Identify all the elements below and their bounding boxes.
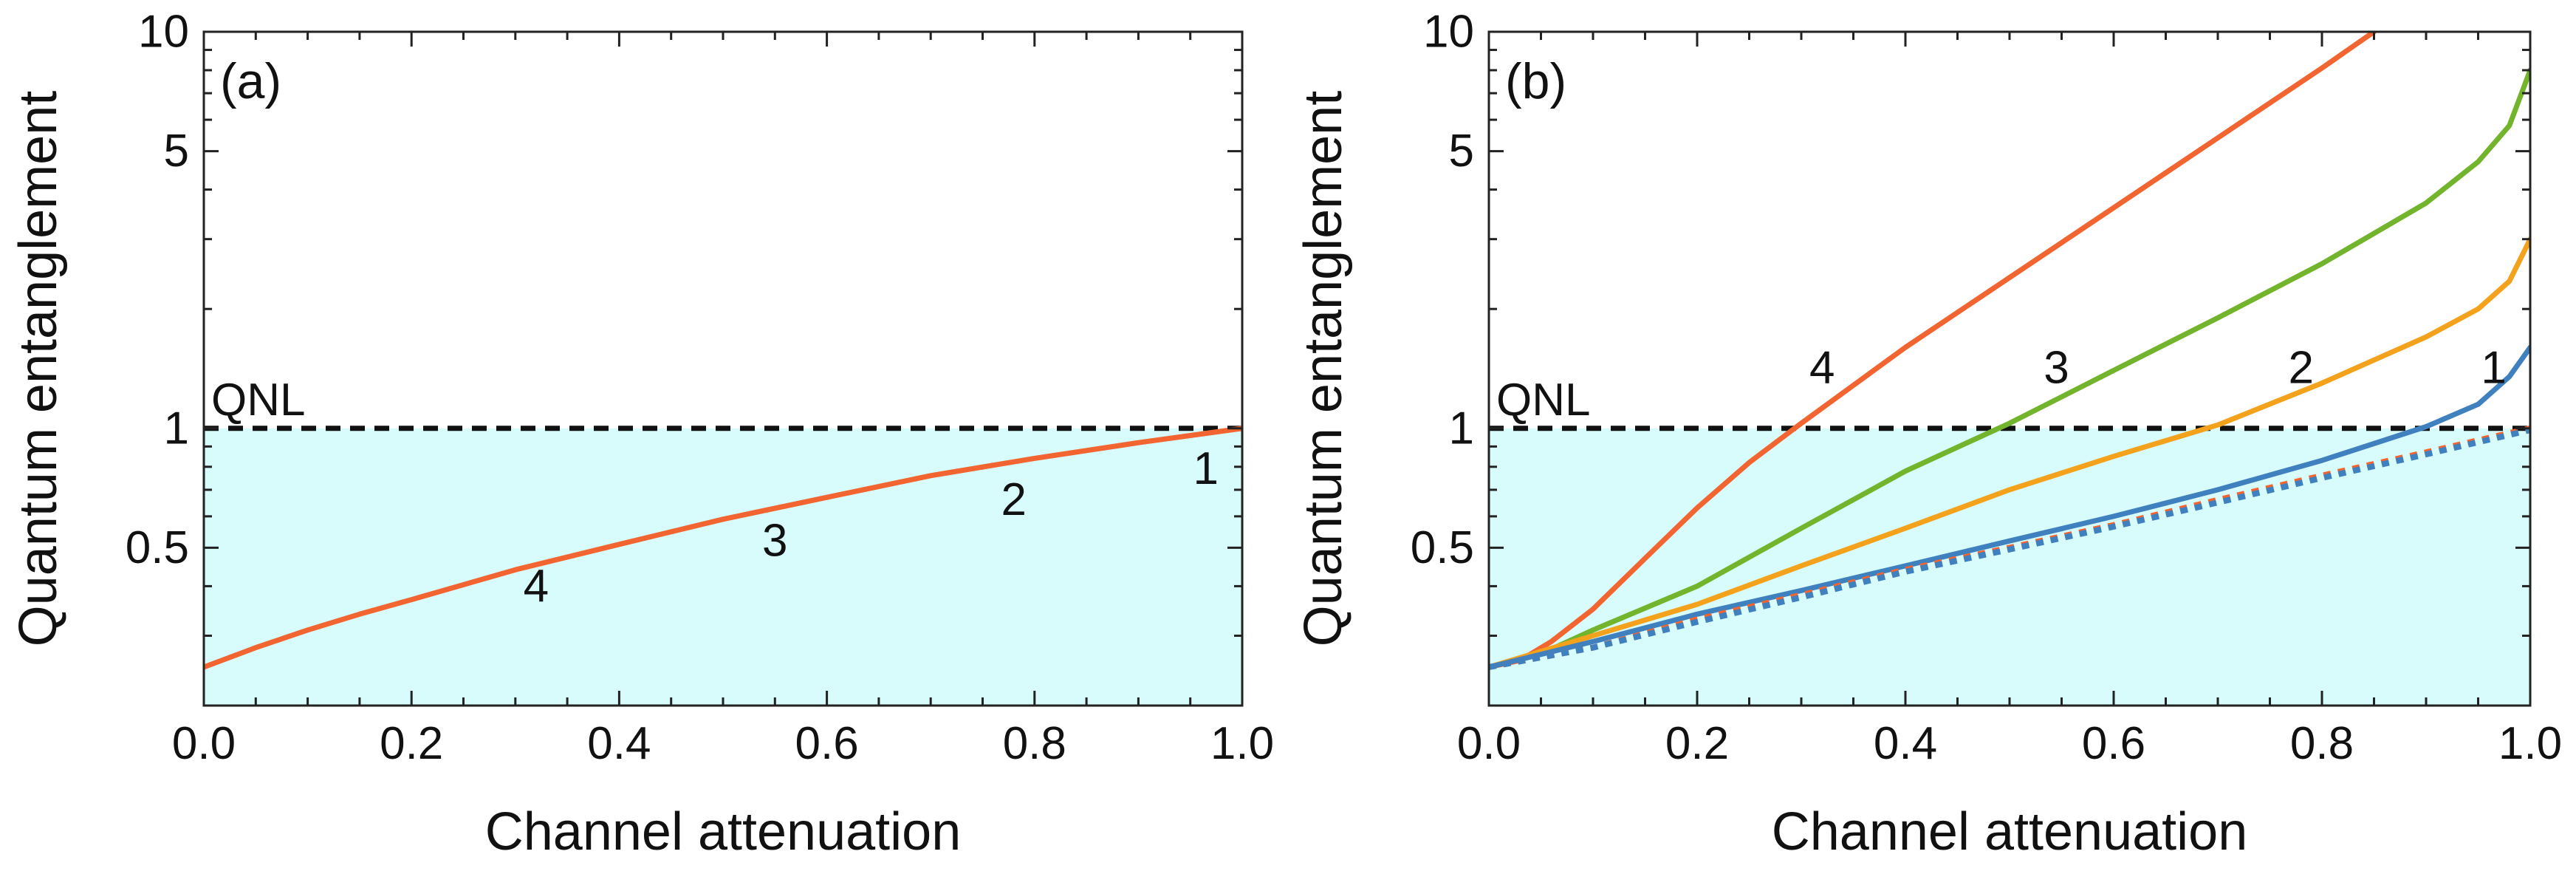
curve-label-1: 1	[1193, 443, 1219, 494]
x-tick-label: 0.0	[1457, 718, 1521, 769]
qnl-label: QNL	[1496, 375, 1590, 426]
panel-label: (a)	[220, 53, 281, 109]
series-line-0	[1489, 32, 2377, 670]
curve-label-2: 2	[2289, 343, 2314, 394]
x-tick-label: 0.6	[795, 718, 858, 769]
curve-label-3: 3	[762, 516, 787, 567]
y-tick-label: 10	[138, 7, 189, 58]
series-line-0	[204, 426, 1242, 670]
curve-label-4: 4	[1809, 343, 1835, 394]
series-line-dotted-5	[1489, 427, 2530, 670]
y-tick-label: 1	[164, 403, 189, 454]
x-tick-label: 0.6	[2082, 718, 2145, 769]
y-tick-label: 5	[1449, 126, 1474, 177]
y-tick-label: 0.5	[1411, 522, 1474, 573]
y-tick-label: 0.5	[126, 522, 189, 573]
curve-label-4: 4	[524, 561, 549, 612]
panel-b: QNL 4 3 2 1 0.0 0.2 0.4 0.6 0.8 1.0 0.5 1 5 10 (b) Chann…	[1294, 7, 2562, 862]
x-tick-label: 0.8	[1003, 718, 1066, 769]
x-tick-label: 0.4	[587, 718, 651, 769]
x-axis-label: Channel attenuation	[1772, 802, 2248, 861]
curve-label-2: 2	[1001, 474, 1026, 525]
x-tick-label: 0.8	[2290, 718, 2354, 769]
shaded-region	[1489, 428, 2530, 706]
series-line-1	[1489, 67, 2530, 670]
y-axis-label: Quantum entanglement	[9, 91, 68, 646]
y-axis-label: Quantum entanglement	[1294, 91, 1353, 646]
x-tick-label: 1.0	[1210, 718, 1274, 769]
series-line-2	[1489, 236, 2530, 670]
panel-a: QNL 4 3 2 1 0.0 0.2 0.4 0.6 0.8 1.0 0.5 1 5 10 (a) Chann…	[9, 7, 1274, 862]
y-tick-label: 5	[164, 126, 189, 177]
x-tick-label: 1.0	[2498, 718, 2562, 769]
x-tick-label: 0.0	[172, 718, 236, 769]
shaded-region	[204, 428, 1242, 706]
panel-label: (b)	[1505, 53, 1566, 109]
y-tick-label: 1	[1449, 403, 1474, 454]
x-axis-label: Channel attenuation	[485, 802, 962, 861]
x-tick-label: 0.2	[1665, 718, 1729, 769]
y-tick-label: 10	[1423, 7, 1474, 58]
qnl-label: QNL	[211, 375, 305, 426]
curve-label-3: 3	[2044, 343, 2069, 394]
series-line-3	[1489, 344, 2530, 670]
x-tick-label: 0.4	[1874, 718, 1937, 769]
x-tick-label: 0.2	[380, 718, 443, 769]
curve-label-1: 1	[2481, 343, 2506, 394]
